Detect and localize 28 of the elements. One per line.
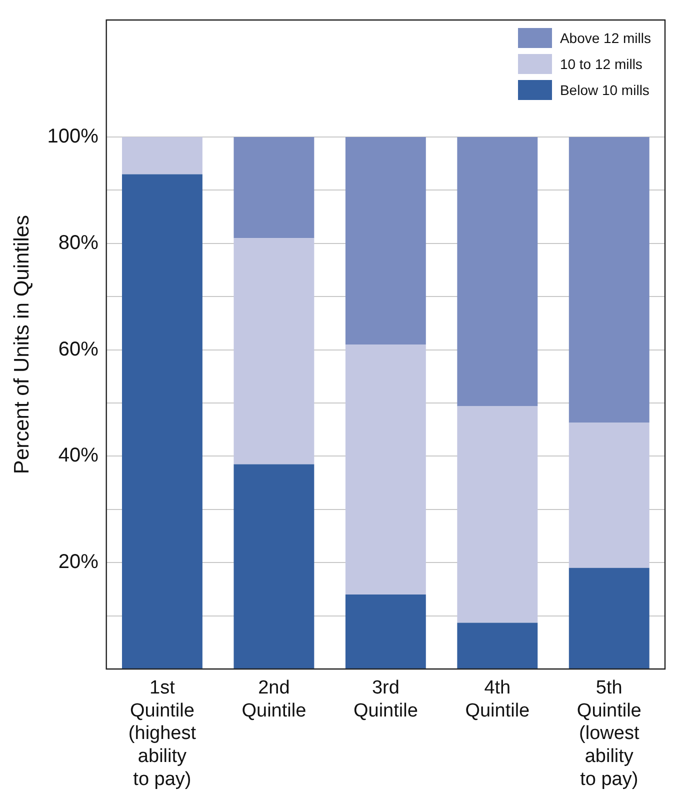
x-tick-label: 3rd Quintile — [353, 678, 418, 722]
bar — [122, 137, 202, 174]
legend-label: Above 12 mills — [560, 30, 651, 46]
bar — [568, 422, 650, 568]
bar — [568, 568, 650, 669]
y-tick-label: 80% — [58, 232, 99, 254]
y-tick-label: 100% — [47, 126, 99, 148]
bar — [345, 594, 426, 669]
y-tick-label: 40% — [58, 444, 99, 467]
bar — [457, 137, 538, 406]
y-axis-title: Percent of Units in Quintiles — [10, 214, 34, 474]
legend-label: 10 to 12 mills — [560, 56, 642, 72]
bar — [457, 406, 538, 623]
bar — [122, 174, 202, 669]
x-tick-label: 2nd Quintile — [242, 678, 306, 722]
bar — [234, 238, 314, 464]
bar — [457, 622, 538, 669]
x-tick-label: 4th Quintile — [465, 678, 530, 722]
legend-label: Below 10 mills — [560, 82, 650, 98]
bar — [345, 137, 426, 344]
bar — [234, 464, 314, 669]
x-tick-label: 5th Quintile (lowest ability to pay) — [576, 678, 642, 790]
y-tick-label: 20% — [58, 551, 99, 574]
x-tick-label: 1st Quintile (highest ability to pay) — [128, 678, 197, 790]
y-tick-label: 60% — [58, 338, 99, 360]
bar — [234, 137, 314, 238]
bar — [345, 344, 426, 595]
bar — [568, 137, 650, 423]
